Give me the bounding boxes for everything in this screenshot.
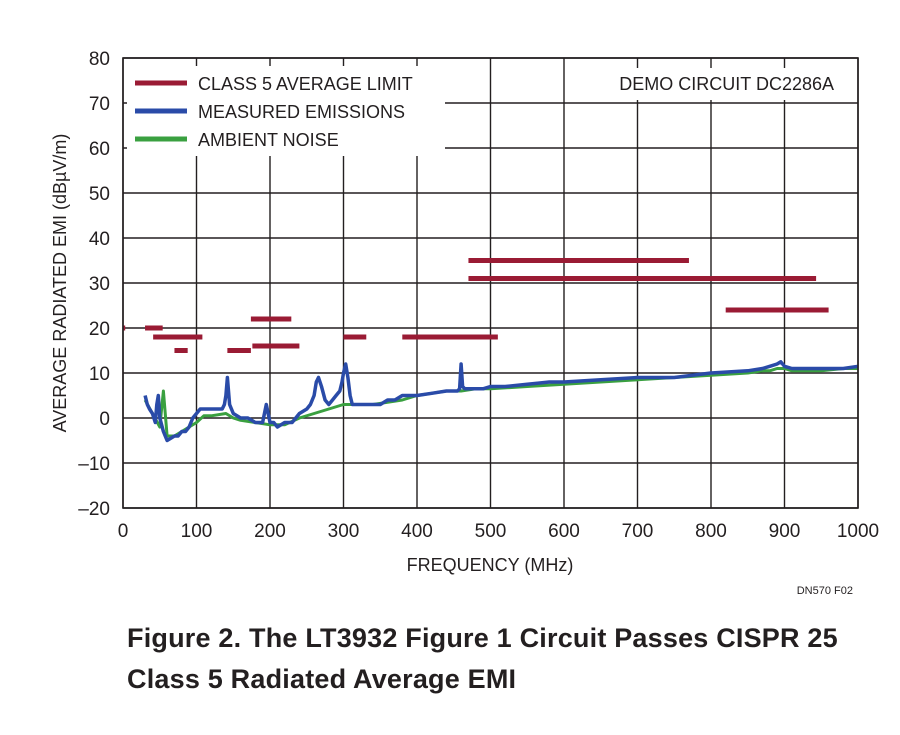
- ambient-noise-line: [143, 367, 858, 438]
- plot-frame: [122, 57, 859, 509]
- axes: 0 100 200 300 400 500 600 700 800 900 1000 –20 –10 0 1…: [78, 49, 879, 542]
- x-tick-label: 100: [181, 521, 213, 542]
- y-tick-label: 70: [89, 94, 110, 115]
- figure-caption: Figure 2. The LT3932 Figure 1 Circuit Pa…: [127, 618, 887, 700]
- x-tick-label: 500: [475, 521, 507, 542]
- y-tick-label: 50: [89, 184, 110, 205]
- caption-line-1: Figure 2. The LT3932 Figure 1 Circuit Pa…: [127, 623, 838, 653]
- caption-line-2: Class 5 Radiated Average EMI: [127, 664, 517, 694]
- figure-id: DN570 F02: [797, 585, 853, 597]
- x-tick-label: 800: [695, 521, 727, 542]
- legend-label-limit: CLASS 5 AVERAGE LIMIT: [198, 74, 413, 94]
- legend-label-measured: MEASURED EMISSIONS: [198, 102, 405, 122]
- demo-circuit-label: DEMO CIRCUIT DC2286A: [619, 74, 834, 94]
- y-tick-label: –20: [78, 499, 110, 520]
- x-axis-label: FREQUENCY (MHz): [407, 555, 574, 575]
- x-tick-label: 300: [328, 521, 360, 542]
- legend: CLASS 5 AVERAGE LIMIT MEASURED EMISSIONS…: [127, 66, 445, 156]
- y-tick-label: –10: [78, 454, 110, 475]
- y-axis-label: AVERAGE RADIATED EMI (dBµV/m): [50, 134, 70, 433]
- annotation: DEMO CIRCUIT DC2286A: [598, 68, 842, 100]
- x-tick-label: 1000: [837, 521, 879, 542]
- measured-emissions-line: [143, 360, 859, 443]
- legend-label-ambient: AMBIENT NOISE: [198, 130, 339, 150]
- y-tick-label: 0: [99, 409, 110, 430]
- y-tick-label: 40: [89, 229, 110, 250]
- y-tick-label: 30: [89, 274, 110, 295]
- plot-area: [123, 258, 859, 443]
- y-tick-label: 60: [89, 139, 110, 160]
- x-tick-label: 600: [548, 521, 580, 542]
- annotation-background: [598, 68, 842, 100]
- x-tick-label: 900: [769, 521, 801, 542]
- x-tick-label: 200: [254, 521, 286, 542]
- x-tick-label: 700: [622, 521, 654, 542]
- x-tick-label: 400: [401, 521, 433, 542]
- y-tick-label: 20: [89, 319, 110, 340]
- x-tick-label: 0: [118, 521, 129, 542]
- y-tick-label: 10: [89, 364, 110, 385]
- y-tick-label: 80: [89, 49, 110, 70]
